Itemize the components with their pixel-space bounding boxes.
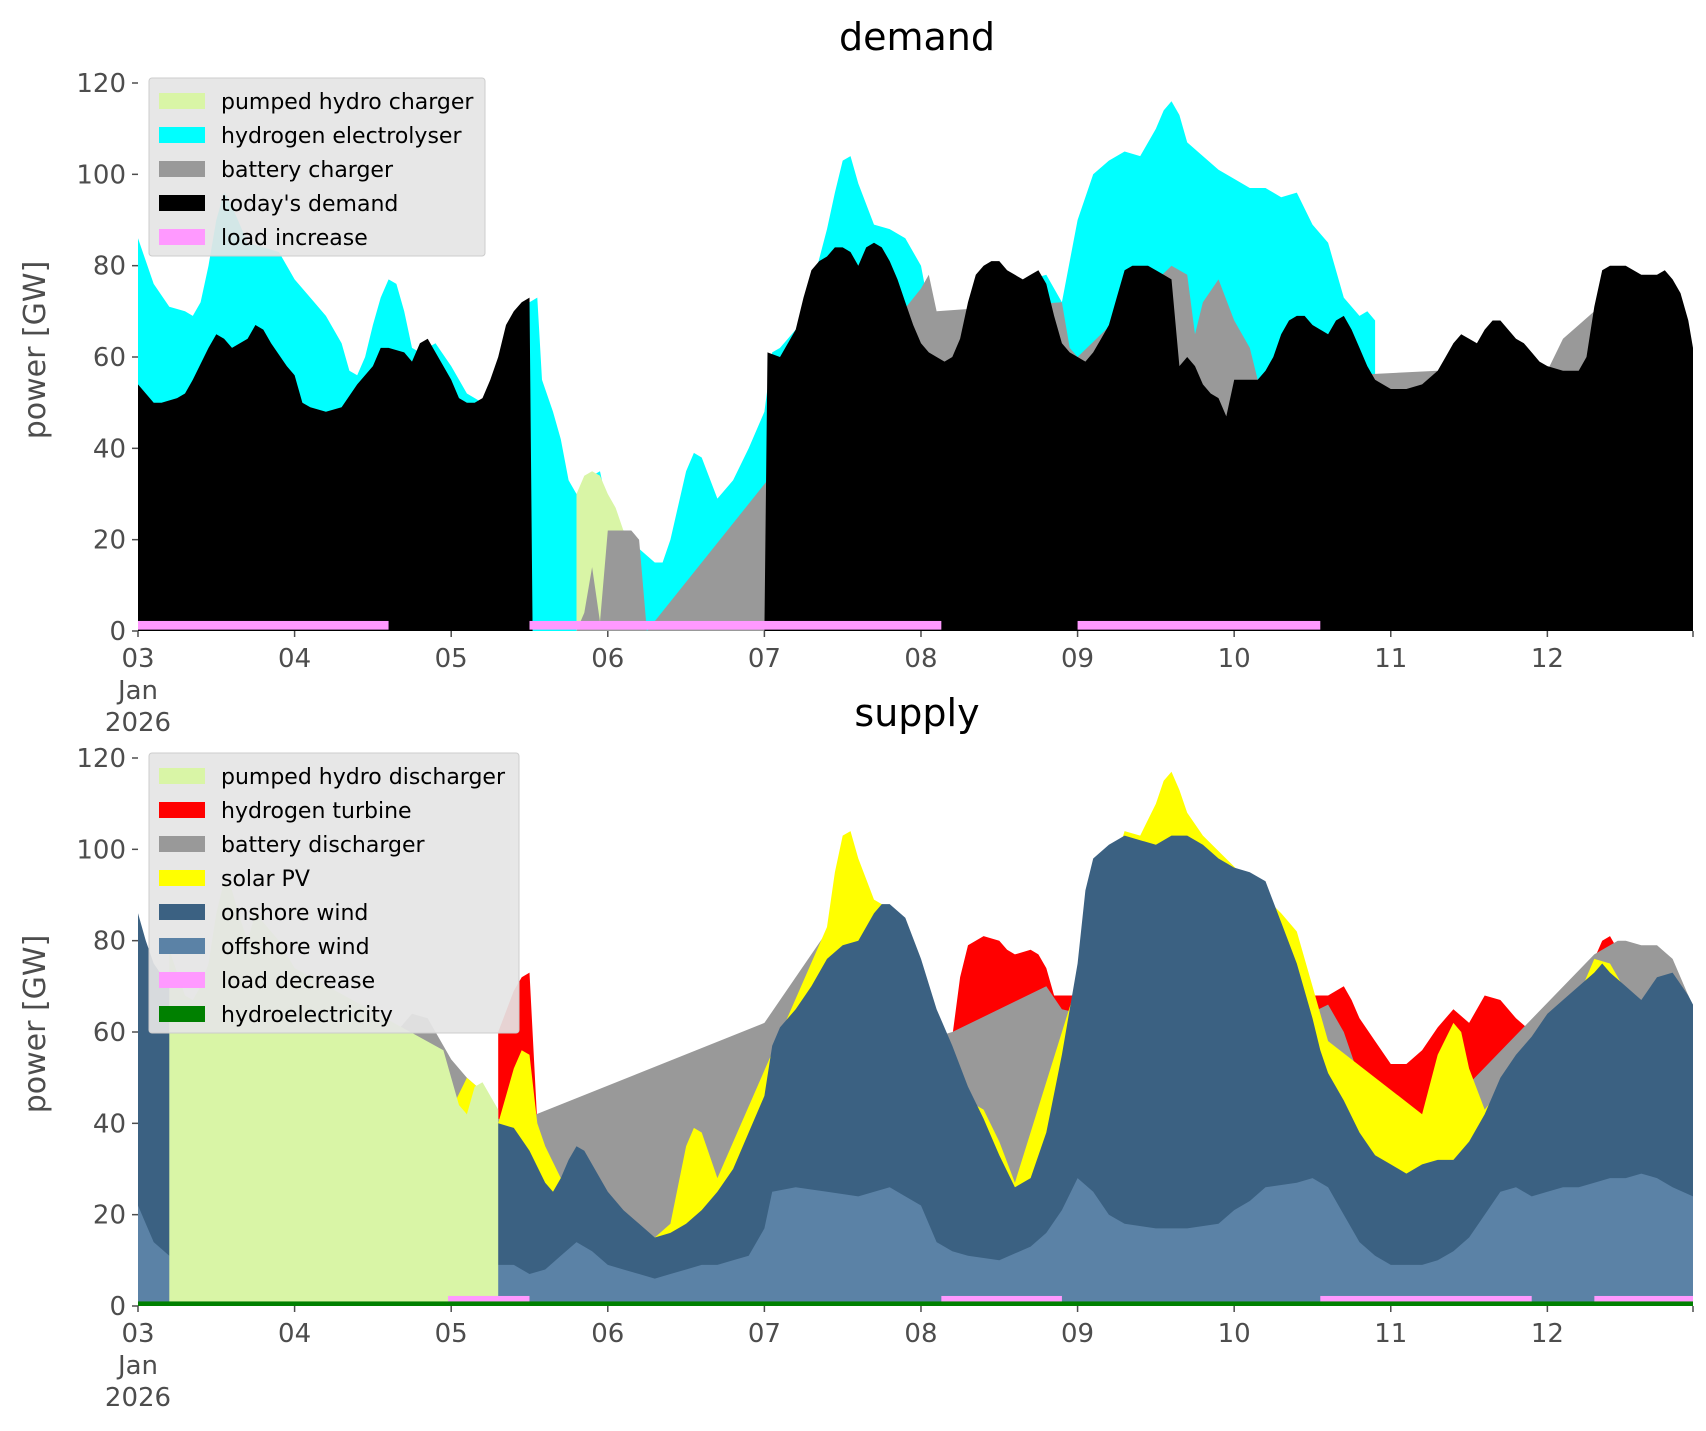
- supply-xtick-label: 07: [748, 1319, 781, 1349]
- supply-legend-label-hydrogen-turbine: hydrogen turbine: [221, 799, 412, 824]
- demand-legend-swatch-hydrogen-electrolyser: [159, 127, 205, 143]
- demand-load-strip-0: [138, 620, 389, 630]
- demand-xtick-label: 03: [121, 644, 154, 674]
- supply-xtick-label: Jan: [116, 1351, 158, 1381]
- supply-xtick-label: 2026: [105, 1383, 171, 1413]
- demand-title: demand: [839, 15, 995, 59]
- demand-xtick-label: 05: [435, 644, 468, 674]
- demand-xtick-label: 10: [1218, 644, 1251, 674]
- demand-xtick-label: 2026: [105, 708, 171, 738]
- supply-xtick-label: 03: [121, 1319, 154, 1349]
- supply-xtick-label: 08: [904, 1319, 937, 1349]
- supply-load-strip-2: [1320, 1295, 1532, 1305]
- supply-legend-swatch-pumped-hydro-discharger: [159, 768, 205, 784]
- demand-xtick-label: 04: [278, 644, 311, 674]
- supply-legend-label-battery-discharger: battery discharger: [221, 833, 426, 858]
- demand-legend-label-hydrogen-electrolyser: hydrogen electrolyser: [221, 124, 462, 149]
- supply-legend-label-hydroelectricity: hydroelectricity: [221, 1003, 393, 1028]
- demand-ytick-label: 80: [93, 252, 126, 282]
- supply-area-hydroelectricity: [138, 1301, 1693, 1306]
- supply-legend-label-pumped-hydro-discharger: pumped hydro discharger: [221, 765, 506, 790]
- supply-ytick-label: 80: [93, 927, 126, 957]
- supply-legend-label-offshore-wind: offshore wind: [221, 935, 370, 960]
- supply-legend-swatch-battery-discharger: [159, 836, 205, 852]
- demand-legend: pumped hydro charger hydrogen electrolyse…: [148, 77, 486, 257]
- demand-plot-area: [138, 101, 1693, 632]
- supply-ytick-label: 60: [93, 1018, 126, 1048]
- supply-legend-box: [148, 752, 520, 1034]
- supply-plot-area: [138, 771, 1693, 1306]
- supply-legend-label-load-decrease: load decrease: [221, 969, 375, 994]
- supply-legend-swatch-onshore-wind: [159, 904, 205, 920]
- supply-legend-swatch-hydroelectricity: [159, 1006, 205, 1022]
- demand-legend-swatch-today-s-demand: [159, 195, 205, 211]
- demand-area-today-s-demand: [138, 242, 1693, 632]
- supply-load-strip-0: [448, 1295, 530, 1305]
- demand-legend-label-battery-charger: battery charger: [221, 158, 394, 183]
- demand-legend-swatch-pumped-hydro-charger: [159, 93, 205, 109]
- supply-ylabel: power [GW]: [18, 935, 53, 1114]
- supply-ytick-label: 0: [109, 1292, 126, 1322]
- supply-area-offshore-wind: [138, 1173, 1693, 1306]
- supply-ytick-label: 120: [76, 744, 126, 774]
- supply-title: supply: [854, 691, 979, 735]
- demand-ylabel: power [GW]: [18, 261, 53, 440]
- demand-xtick-label: Jan: [116, 676, 158, 706]
- supply-legend-swatch-load-decrease: [159, 972, 205, 988]
- supply-xtick-label: 06: [591, 1319, 624, 1349]
- demand-ytick-label: 60: [93, 343, 126, 373]
- demand-ytick-label: 20: [93, 526, 126, 556]
- supply-legend-swatch-solar-pv: [159, 870, 205, 886]
- demand-legend-swatch-load-increase: [159, 229, 205, 245]
- supply-xtick-label: 05: [435, 1319, 468, 1349]
- supply-xtick-label: 11: [1374, 1319, 1407, 1349]
- demand-xtick-label: 06: [591, 644, 624, 674]
- demand-legend-label-load-increase: load increase: [221, 226, 368, 251]
- demand-ytick-label: 100: [76, 160, 126, 190]
- demand-xtick-label: 12: [1531, 644, 1564, 674]
- demand-ytick-label: 0: [109, 617, 126, 647]
- supply-legend-swatch-hydrogen-turbine: [159, 802, 205, 818]
- supply-ytick-label: 100: [76, 835, 126, 865]
- demand-xtick-label: 09: [1061, 644, 1094, 674]
- supply-load-strip-3: [1594, 1295, 1693, 1305]
- demand-xtick-label: 07: [748, 644, 781, 674]
- demand-legend-label-pumped-hydro-charger: pumped hydro charger: [221, 90, 474, 115]
- demand-legend-label-today-s-demand: today's demand: [221, 192, 398, 217]
- supply-ytick-label: 20: [93, 1201, 126, 1231]
- supply-legend-label-solar-pv: solar PV: [221, 867, 310, 892]
- demand-legend-box: [148, 77, 486, 257]
- supply-xtick-label: 10: [1218, 1319, 1251, 1349]
- supply-load-strip-1: [941, 1295, 1062, 1305]
- demand-xtick-label: 11: [1374, 644, 1407, 674]
- supply-legend-swatch-offshore-wind: [159, 938, 205, 954]
- supply-legend: pumped hydro discharger hydrogen turbine b…: [148, 752, 520, 1034]
- supply-xtick-label: 04: [278, 1319, 311, 1349]
- supply-ytick-label: 40: [93, 1109, 126, 1139]
- demand-ytick-label: 120: [76, 69, 126, 99]
- supply-xtick-label: 09: [1061, 1319, 1094, 1349]
- supply-xtick-label: 12: [1531, 1319, 1564, 1349]
- demand-ytick-label: 40: [93, 434, 126, 464]
- demand-xtick-label: 08: [904, 644, 937, 674]
- demand-legend-swatch-battery-charger: [159, 161, 205, 177]
- demand-load-strip-1: [529, 620, 942, 630]
- demand-chart: demand power [GW] 0 20 40 60 80 100 120 03Jan20…: [18, 15, 1694, 738]
- supply-chart: supply power [GW] 02040608010012003Jan20…: [18, 691, 1694, 1413]
- demand-load-strip-2: [1077, 620, 1321, 630]
- supply-legend-label-onshore-wind: onshore wind: [221, 901, 368, 926]
